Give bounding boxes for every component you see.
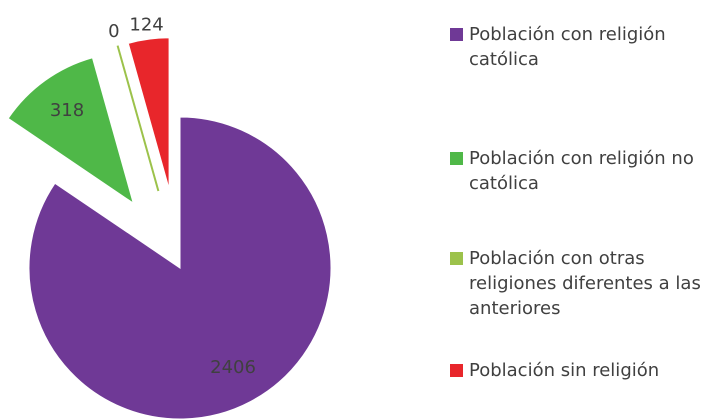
legend-item: Población con religión católica <box>450 22 712 72</box>
legend-swatch <box>450 28 463 41</box>
data-label: 124 <box>129 14 163 35</box>
legend-swatch <box>450 252 463 265</box>
legend-label: Población con religión no católica <box>469 148 694 194</box>
legend-item: Población con otras religiones diferente… <box>450 246 712 321</box>
pie-slice <box>28 116 332 419</box>
legend-label: Población con religión católica <box>469 24 666 70</box>
legend-item: Población sin religión <box>450 358 712 383</box>
legend-item: Población con religión no católica <box>450 146 712 196</box>
legend-swatch <box>450 364 463 377</box>
legend-label: Población con otras religiones diferente… <box>469 248 701 319</box>
data-label: 318 <box>50 100 84 121</box>
legend-swatch <box>450 152 463 165</box>
pie-slice <box>7 57 135 205</box>
pie: 2406 318 0 124 <box>7 14 332 419</box>
pie-slice <box>116 45 160 192</box>
data-label: 0 <box>108 21 119 42</box>
data-label: 2406 <box>210 357 256 378</box>
pie-slice <box>127 37 170 189</box>
legend-label: Población sin religión <box>469 360 660 381</box>
